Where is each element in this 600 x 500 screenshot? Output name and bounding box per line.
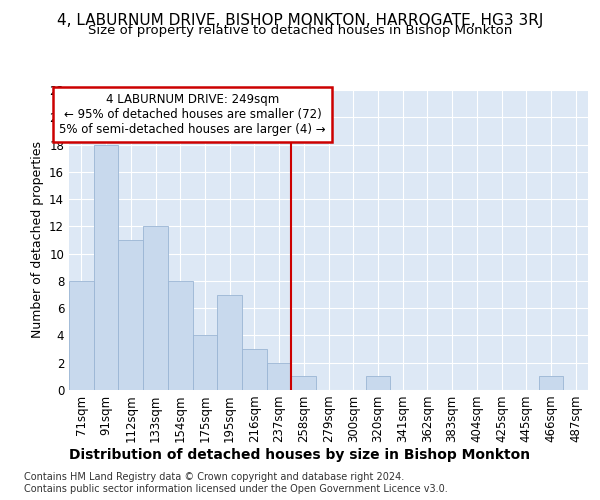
Bar <box>365 376 390 390</box>
Bar <box>217 294 242 390</box>
Bar <box>168 281 193 390</box>
Text: 4 LABURNUM DRIVE: 249sqm
← 95% of detached houses are smaller (72)
5% of semi-de: 4 LABURNUM DRIVE: 249sqm ← 95% of detach… <box>59 92 326 136</box>
Text: 4, LABURNUM DRIVE, BISHOP MONKTON, HARROGATE, HG3 3RJ: 4, LABURNUM DRIVE, BISHOP MONKTON, HARRO… <box>57 12 543 28</box>
Text: Contains HM Land Registry data © Crown copyright and database right 2024.
Contai: Contains HM Land Registry data © Crown c… <box>24 472 448 494</box>
Text: Size of property relative to detached houses in Bishop Monkton: Size of property relative to detached ho… <box>88 24 512 37</box>
Bar <box>193 336 217 390</box>
Bar <box>118 240 143 390</box>
Bar <box>267 362 292 390</box>
Bar <box>69 281 94 390</box>
Text: Distribution of detached houses by size in Bishop Monkton: Distribution of detached houses by size … <box>70 448 530 462</box>
Bar <box>292 376 316 390</box>
Y-axis label: Number of detached properties: Number of detached properties <box>31 142 44 338</box>
Bar <box>539 376 563 390</box>
Bar <box>94 144 118 390</box>
Bar <box>242 349 267 390</box>
Bar <box>143 226 168 390</box>
